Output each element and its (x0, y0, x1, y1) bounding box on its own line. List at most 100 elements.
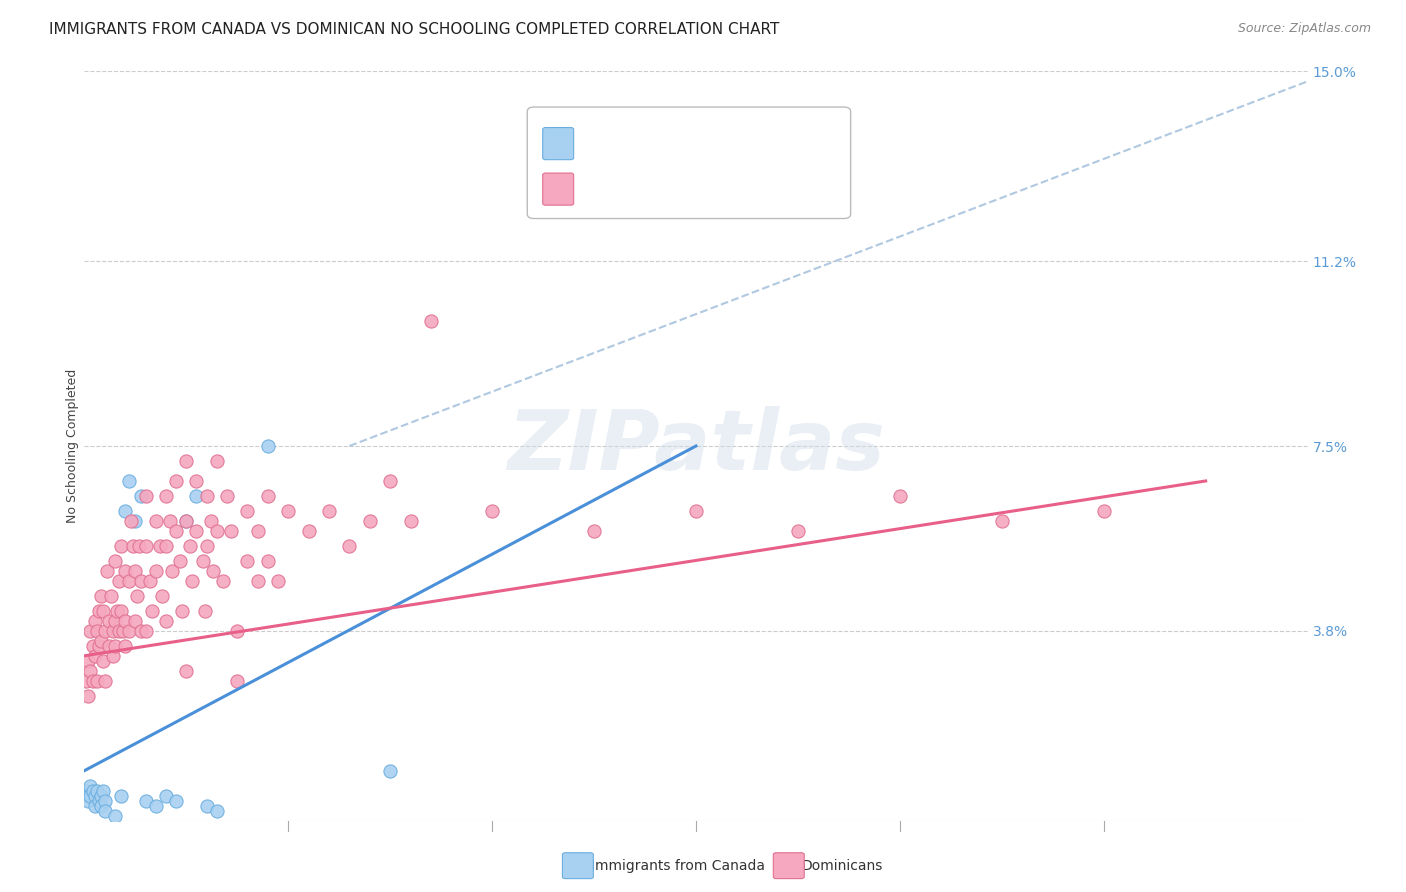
Text: IMMIGRANTS FROM CANADA VS DOMINICAN NO SCHOOLING COMPLETED CORRELATION CHART: IMMIGRANTS FROM CANADA VS DOMINICAN NO S… (49, 22, 779, 37)
Point (131, 489, 153, 503)
Text: R = 0.495   N = 98: R = 0.495 N = 98 (579, 180, 737, 198)
Point (83, 648, 105, 663)
Point (87, 639, 110, 653)
Point (91, 783, 114, 797)
Point (104, 639, 127, 653)
Point (257, 439, 280, 453)
Point (114, 504, 136, 518)
Point (205, 524, 228, 538)
Text: R = 0.415   N = 31: R = 0.415 N = 31 (579, 135, 737, 153)
Point (195, 539, 218, 553)
Point (96, 564, 118, 578)
Point (145, 798, 167, 813)
Point (108, 624, 131, 638)
Point (83, 789, 105, 803)
Point (83, 798, 105, 813)
Point (135, 539, 157, 553)
Point (135, 489, 157, 503)
Point (128, 539, 150, 553)
Point (145, 564, 167, 578)
Point (77, 794, 100, 808)
Point (155, 614, 177, 628)
Point (93, 804, 115, 818)
Point (120, 514, 142, 528)
Point (165, 524, 187, 538)
Point (118, 574, 141, 588)
Point (298, 524, 321, 538)
Point (200, 514, 222, 528)
Point (104, 808, 127, 822)
Point (226, 624, 249, 638)
Text: Immigrants from Canada: Immigrants from Canada (591, 859, 765, 873)
Point (174, 514, 197, 528)
Point (93, 673, 115, 688)
Point (380, 764, 402, 778)
Point (191, 554, 214, 568)
Point (174, 454, 197, 468)
Point (236, 504, 259, 518)
Point (86, 624, 108, 638)
Point (141, 604, 163, 618)
Point (87, 794, 110, 808)
Point (75, 783, 97, 797)
Point (195, 798, 218, 813)
Point (219, 524, 242, 538)
Point (90, 633, 112, 648)
Point (90, 589, 112, 603)
Point (104, 614, 127, 628)
Point (359, 514, 381, 528)
Point (159, 514, 181, 528)
Point (82, 673, 104, 688)
Y-axis label: No Schooling Completed: No Schooling Completed (66, 369, 79, 523)
Point (131, 574, 153, 588)
Point (160, 564, 183, 578)
Text: ZIPatlas: ZIPatlas (508, 406, 884, 486)
Point (155, 539, 177, 553)
Point (179, 539, 201, 553)
Point (685, 504, 707, 518)
Point (110, 604, 132, 618)
Point (420, 314, 443, 328)
Point (118, 474, 141, 488)
Point (93, 624, 115, 638)
Point (110, 539, 132, 553)
Point (82, 639, 104, 653)
Point (75, 673, 97, 688)
Point (246, 524, 269, 538)
Point (101, 648, 124, 663)
Point (87, 604, 110, 618)
Point (112, 624, 135, 638)
Point (135, 624, 157, 638)
Point (889, 489, 911, 503)
Point (90, 789, 112, 803)
Point (79, 624, 101, 638)
Point (169, 554, 191, 568)
Point (90, 798, 112, 813)
Point (236, 554, 259, 568)
Point (77, 689, 100, 703)
Point (114, 564, 136, 578)
Point (100, 589, 122, 603)
Point (83, 614, 105, 628)
Point (86, 673, 108, 688)
Point (212, 574, 235, 588)
Point (135, 794, 157, 808)
Point (138, 574, 160, 588)
Point (91, 604, 114, 618)
Point (124, 564, 146, 578)
Point (172, 604, 194, 618)
Point (77, 654, 100, 668)
Point (118, 624, 141, 638)
Point (267, 574, 290, 588)
Point (79, 789, 101, 803)
Point (110, 789, 132, 803)
Point (186, 489, 208, 503)
Point (787, 524, 810, 538)
Point (114, 614, 136, 628)
Point (149, 539, 172, 553)
Point (226, 673, 249, 688)
Point (339, 539, 361, 553)
Point (105, 604, 128, 618)
Point (186, 524, 208, 538)
Text: Source: ZipAtlas.com: Source: ZipAtlas.com (1237, 22, 1371, 36)
